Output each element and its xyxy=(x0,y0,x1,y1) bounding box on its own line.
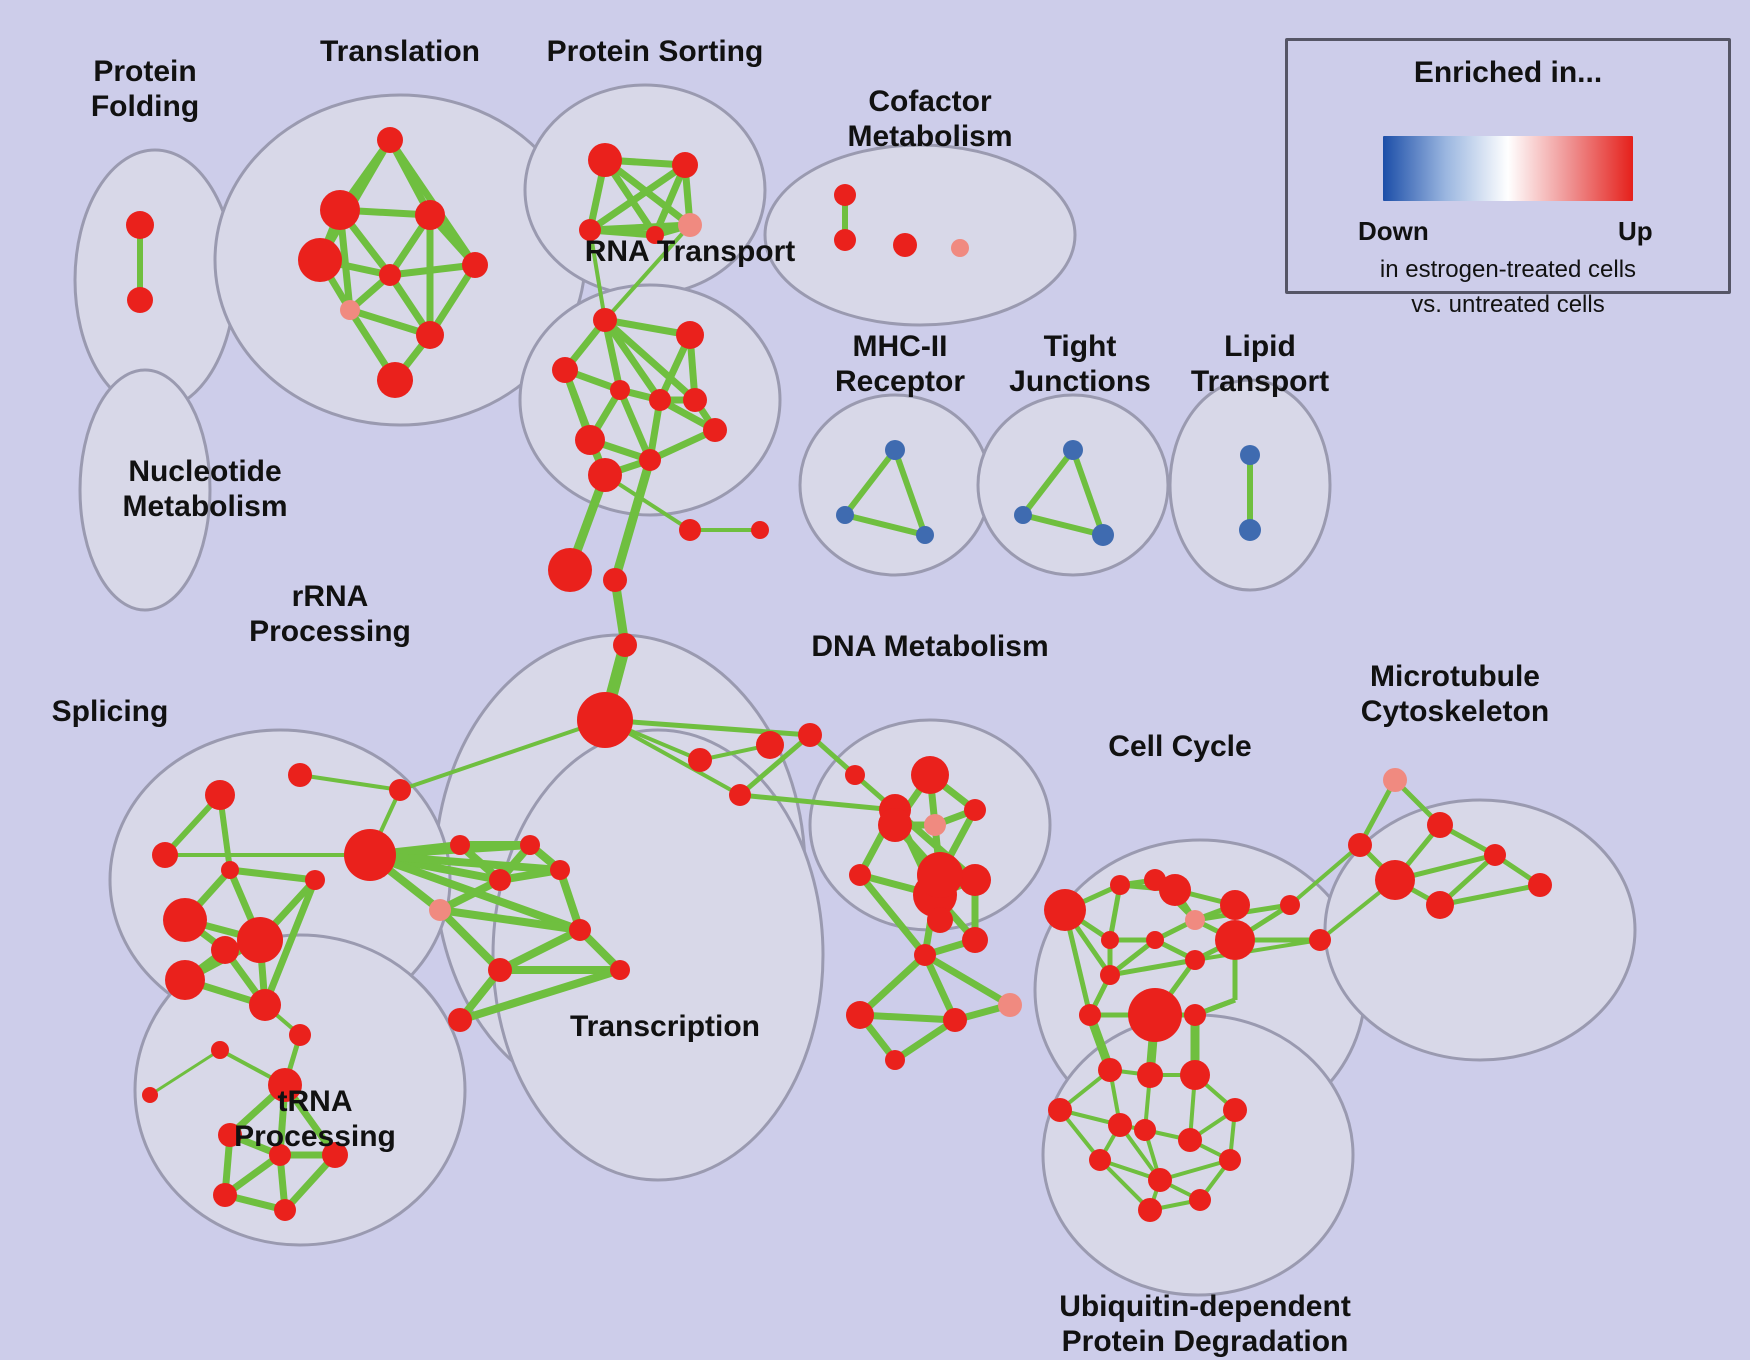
enrichment-map-canvas: Protein Folding Translation Protein Sorti… xyxy=(0,0,1750,1360)
legend-up-label: Up xyxy=(1618,216,1653,247)
legend-caption-line1: in estrogen-treated cells xyxy=(1308,256,1708,284)
legend-panel: Enriched in... Down Up in estrogen-treat… xyxy=(1285,38,1731,294)
legend-down-label: Down xyxy=(1358,216,1429,247)
legend-gradient-bar xyxy=(1383,136,1633,201)
legend-caption-line2: vs. untreated cells xyxy=(1308,291,1708,319)
legend-title: Enriched in... xyxy=(1358,56,1658,90)
